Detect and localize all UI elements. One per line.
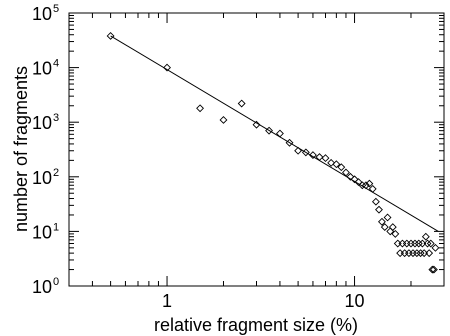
y-axis-label: number of fragments xyxy=(11,66,31,232)
data-point xyxy=(420,249,429,258)
y-tick-exponent: 4 xyxy=(53,58,59,70)
data-point xyxy=(421,232,430,241)
data-point xyxy=(346,172,355,181)
data-point xyxy=(285,138,294,147)
data-point xyxy=(275,129,284,138)
data-point xyxy=(383,213,392,222)
data-point xyxy=(309,151,317,160)
y-tick-label: 10 xyxy=(32,168,52,188)
data-point xyxy=(301,148,310,157)
data-points xyxy=(106,32,440,274)
data-point xyxy=(375,205,383,214)
data-point xyxy=(414,239,423,248)
y-tick-exponent: 3 xyxy=(53,112,59,124)
data-point xyxy=(219,116,228,124)
data-point xyxy=(400,249,409,258)
data-point xyxy=(388,223,397,232)
y-tick-label: 10 xyxy=(32,4,52,24)
data-point xyxy=(327,158,336,167)
data-point xyxy=(237,99,246,108)
data-point xyxy=(412,249,421,258)
y-tick-label: 10 xyxy=(32,113,52,133)
axis-ticks xyxy=(68,12,445,287)
data-point xyxy=(361,181,370,190)
y-tick-exponent: 2 xyxy=(53,167,59,179)
data-point xyxy=(396,249,405,258)
y-tick-label: 10 xyxy=(32,277,52,297)
y-tick-label: 10 xyxy=(32,222,52,242)
data-point xyxy=(380,223,389,232)
data-point xyxy=(332,160,341,169)
data-point xyxy=(426,239,435,248)
data-point xyxy=(358,181,367,190)
y-tick-exponent: 1 xyxy=(53,221,59,233)
x-axis-label: relative fragment size (%) xyxy=(154,315,358,335)
data-point xyxy=(418,239,427,248)
data-point xyxy=(163,63,171,72)
data-point xyxy=(368,184,377,193)
data-point xyxy=(315,153,324,161)
data-point xyxy=(431,243,440,252)
data-point xyxy=(337,163,346,172)
data-point xyxy=(428,265,437,274)
data-point xyxy=(404,249,413,258)
data-point xyxy=(252,120,261,129)
data-point xyxy=(398,239,407,248)
data-point xyxy=(342,168,350,177)
data-point xyxy=(265,126,273,135)
data-point xyxy=(423,239,432,248)
data-point xyxy=(425,249,434,258)
data-point xyxy=(429,265,438,274)
data-point xyxy=(294,146,303,155)
x-tick-label: 10 xyxy=(345,291,365,311)
data-point xyxy=(365,179,374,188)
data-point xyxy=(350,175,359,184)
y-tick-label: 10 xyxy=(32,59,52,79)
data-point xyxy=(106,32,115,40)
data-point xyxy=(196,104,204,113)
data-point xyxy=(402,239,411,248)
data-point xyxy=(416,249,425,258)
x-tick-label: 1 xyxy=(162,291,172,311)
data-point xyxy=(407,239,415,248)
data-point xyxy=(391,229,400,238)
y-tick-exponent: 0 xyxy=(53,276,59,288)
data-point xyxy=(371,197,380,206)
data-point xyxy=(378,217,386,226)
plot-frame xyxy=(68,12,445,287)
data-point xyxy=(393,239,402,248)
y-tick-exponent: 5 xyxy=(53,3,59,15)
fit-line xyxy=(110,35,439,232)
data-point xyxy=(321,154,330,163)
